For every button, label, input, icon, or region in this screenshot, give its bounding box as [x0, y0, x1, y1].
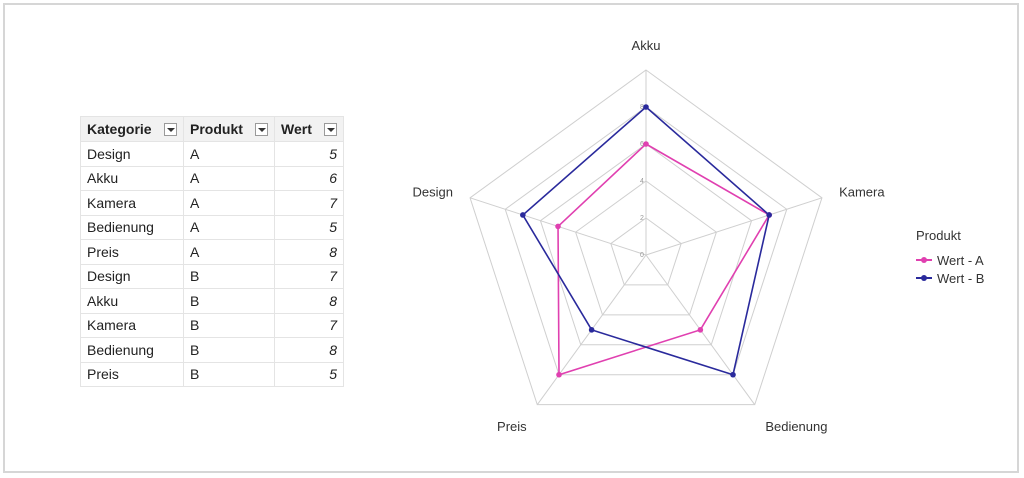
cell-kategorie: Kamera [80, 190, 184, 216]
tick-label: 2 [640, 215, 644, 222]
data-table: Kategorie Produkt Wert Design A 5 Akku A 6 K… [80, 116, 344, 387]
table-row: Design B 7 [80, 263, 344, 289]
data-point[interactable] [556, 371, 562, 378]
header-label: Produkt [190, 121, 243, 137]
data-point[interactable] [643, 104, 649, 110]
grid-ring [610, 217, 682, 286]
grid-ring [504, 106, 788, 376]
filter-dropdown-icon[interactable] [324, 122, 337, 136]
filter-dropdown-icon[interactable] [164, 122, 177, 136]
cell-wert: 7 [274, 312, 344, 338]
axis-label: Akku [632, 38, 661, 53]
header-produkt: Produkt [183, 116, 275, 142]
axis-label: Design [412, 184, 452, 199]
table-row: Akku B 8 [80, 288, 344, 314]
cell-wert: 5 [274, 141, 344, 167]
cell-wert: 7 [274, 263, 344, 289]
table-row: Design A 5 [80, 141, 344, 167]
chart-legend: Produkt Wert - A Wert - B [916, 228, 984, 287]
header-wert: Wert [274, 116, 344, 142]
data-point[interactable] [555, 223, 561, 230]
table-row: Akku A 6 [80, 165, 344, 191]
axis-label: Kamera [839, 184, 885, 199]
header-label: Kategorie [87, 121, 152, 137]
cell-produkt: A [183, 214, 275, 240]
legend-title: Produkt [916, 228, 961, 243]
series-line-a [557, 143, 771, 376]
cell-kategorie: Design [80, 263, 184, 289]
grid-spoke [645, 197, 823, 256]
cell-wert: 5 [274, 214, 344, 240]
legend-label: Wert - A [937, 252, 984, 268]
cell-kategorie: Bedienung [80, 337, 184, 363]
tick-label: 4 [640, 178, 644, 185]
tick-label: 8 [640, 104, 644, 111]
legend-item-b[interactable]: Wert - B [916, 269, 984, 287]
cell-kategorie: Design [80, 141, 184, 167]
cell-produkt: B [183, 288, 275, 314]
table-row: Preis B 5 [80, 361, 344, 387]
legend-label: Wert - B [937, 270, 985, 286]
cell-wert: 8 [274, 239, 344, 265]
tick-label: 6 [640, 141, 644, 148]
cell-kategorie: Kamera [80, 312, 184, 338]
legend-marker-icon [916, 273, 932, 283]
header-label: Wert [281, 121, 312, 137]
data-point[interactable] [588, 327, 595, 333]
cell-produkt: A [183, 165, 275, 191]
cell-produkt: B [183, 361, 275, 387]
data-point[interactable] [730, 371, 736, 378]
axis-label: Preis [497, 419, 527, 434]
data-point[interactable] [766, 212, 772, 218]
grid-ring [469, 69, 823, 406]
table-header-row: Kategorie Produkt Wert [80, 116, 344, 142]
table-row: Bedienung A 5 [80, 214, 344, 240]
axis-label: Bedienung [765, 419, 827, 434]
data-point[interactable] [520, 212, 526, 218]
table-row: Kamera B 7 [80, 312, 344, 338]
data-point[interactable] [697, 327, 704, 333]
legend-item-a[interactable]: Wert - A [916, 251, 984, 269]
filter-dropdown-icon[interactable] [255, 122, 268, 136]
series-line-b [521, 105, 771, 376]
grid-ring [539, 143, 753, 346]
header-kategorie: Kategorie [80, 116, 184, 142]
tick-label: 0 [640, 252, 644, 259]
grid-ring [575, 180, 717, 316]
cell-kategorie: Preis [80, 361, 184, 387]
legend-marker-icon [916, 255, 932, 265]
cell-wert: 5 [274, 361, 344, 387]
cell-produkt: B [183, 312, 275, 338]
cell-produkt: A [183, 190, 275, 216]
data-point[interactable] [643, 141, 649, 147]
